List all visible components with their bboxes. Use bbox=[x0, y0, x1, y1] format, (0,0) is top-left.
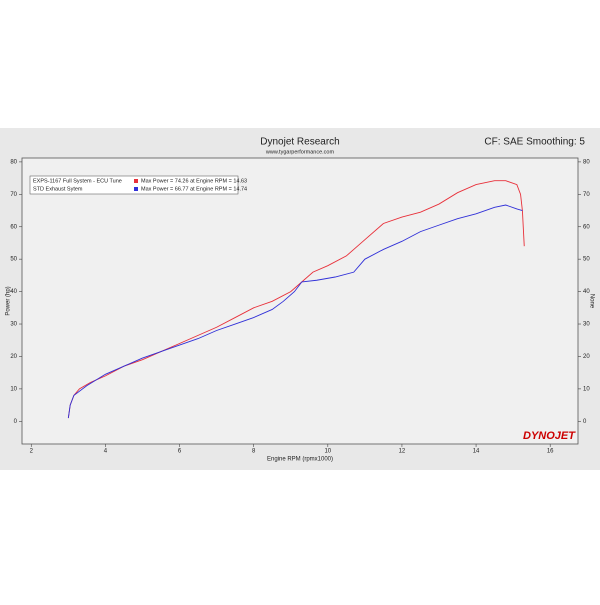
y-axis-label: Power (hp) bbox=[6, 286, 12, 315]
y-tick-label: 70 bbox=[10, 192, 17, 198]
y-tick-label: 40 bbox=[10, 289, 17, 295]
legend-label: EXPS-1167 Full System - ECU Tune bbox=[33, 178, 122, 184]
legend: EXPS-1167 Full System - ECU Tune Max Powe… bbox=[29, 175, 247, 195]
chart-title: Dynojet Research bbox=[260, 137, 339, 148]
y-tick-label: 60 bbox=[10, 224, 17, 230]
y-tick-label: 50 bbox=[10, 257, 17, 263]
plot-area bbox=[21, 157, 579, 445]
y-tick-label: 0 bbox=[14, 419, 18, 425]
legend-label: STD Exhaust Sytem bbox=[33, 186, 83, 192]
y2-tick-label: 20 bbox=[583, 354, 590, 360]
chart-subtitle: www.tygarperformance.com bbox=[265, 149, 335, 155]
y2-tick-label: 0 bbox=[583, 419, 587, 425]
legend-swatch bbox=[134, 179, 138, 183]
series-line bbox=[67, 204, 523, 419]
x-tick-label: 14 bbox=[473, 449, 480, 455]
x-axis-label: Engine RPM (rpmx1000) bbox=[267, 457, 333, 463]
x-tick-label: 6 bbox=[178, 449, 182, 455]
series-line bbox=[67, 180, 525, 419]
y-tick-label: 10 bbox=[10, 386, 17, 392]
legend-note: Max Power = 74.26 at Engine RPM = 14.63 bbox=[141, 178, 247, 184]
y2-tick-label: 60 bbox=[583, 224, 590, 230]
y2-tick-label: 40 bbox=[583, 289, 590, 295]
y-tick-label: 30 bbox=[10, 322, 17, 328]
x-tick-label: 8 bbox=[252, 449, 256, 455]
logo: DYNOJET bbox=[523, 430, 576, 442]
x-tick-label: 2 bbox=[30, 449, 34, 455]
y2-tick-label: 30 bbox=[583, 322, 590, 328]
x-tick-label: 4 bbox=[104, 449, 108, 455]
settings-label: CF: SAE Smoothing: 5 bbox=[484, 137, 585, 148]
legend-note: Max Power = 66.77 at Engine RPM = 14.74 bbox=[141, 186, 247, 192]
y-tick-label: 80 bbox=[10, 159, 17, 165]
legend-box bbox=[29, 175, 239, 195]
y-tick-label: 20 bbox=[10, 354, 17, 360]
y2-tick-label: 80 bbox=[583, 159, 590, 165]
x-tick-label: 12 bbox=[399, 449, 406, 455]
legend-swatch bbox=[134, 187, 138, 191]
y2-tick-label: 70 bbox=[583, 192, 590, 198]
y2-tick-label: 50 bbox=[583, 257, 590, 263]
y2-tick-label: 10 bbox=[583, 386, 590, 392]
x-tick-label: 16 bbox=[547, 449, 554, 455]
x-tick-label: 10 bbox=[324, 449, 331, 455]
y2-axis-label: None bbox=[588, 294, 594, 309]
